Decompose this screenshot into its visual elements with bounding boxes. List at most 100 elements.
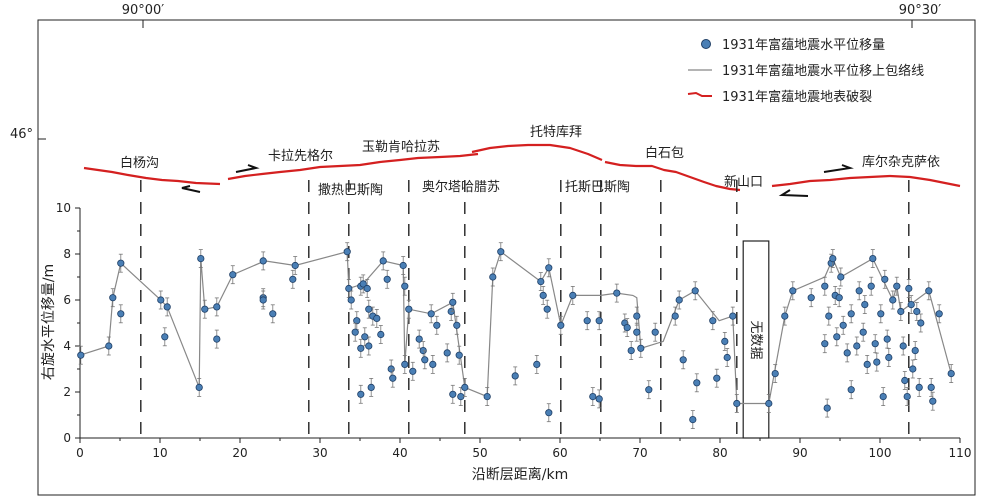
data-point: [927, 383, 935, 391]
data-point: [627, 346, 635, 355]
data-point: [689, 415, 697, 424]
data-point: [269, 310, 277, 318]
segment-label-yule: 玉勒肯哈拉苏: [362, 139, 440, 155]
segment-label-kuer: 库尔杂克萨依: [862, 154, 940, 170]
legend-rupture-label: 1931年富蕴地震地表破裂: [722, 89, 872, 105]
data-point: [901, 376, 909, 385]
no-data-zone: 无数据: [742, 240, 770, 439]
data-point: [721, 337, 729, 345]
data-point: [897, 307, 905, 316]
data-point: [161, 333, 169, 341]
x-tick-label: 90: [792, 446, 807, 460]
segment-label-aoer: 奥尔塔哈腊苏: [422, 179, 500, 195]
data-point: [367, 383, 375, 391]
y-tick-label: 0: [63, 431, 71, 445]
segment-label-tuosi: 托斯巴斯陶: [565, 179, 630, 195]
data-point: [877, 310, 885, 318]
data-point: [863, 360, 871, 368]
data-point: [357, 390, 365, 398]
data-point: [651, 328, 659, 336]
data-point: [679, 356, 687, 364]
data-point: [359, 280, 367, 288]
data-point: [259, 257, 267, 265]
data-point: [691, 287, 699, 295]
legend: 1931年富蕴地震水平位移量 1931年富蕴地震水平位移上包络线 1931年富蕴…: [687, 37, 924, 105]
data-point: [821, 340, 829, 348]
x-tick-label: 50: [472, 446, 487, 460]
data-point: [289, 275, 297, 283]
data-point: [443, 349, 451, 357]
data-point: [633, 328, 641, 336]
data-point: [911, 346, 919, 355]
data-point: [545, 264, 553, 272]
data-point: [157, 296, 165, 304]
data-point: [925, 287, 933, 295]
data-point: [781, 312, 789, 320]
data-point: [883, 335, 891, 343]
data-point: [405, 305, 413, 313]
y-tick-label: 8: [63, 247, 71, 261]
data-point: [259, 296, 267, 304]
axes: 0 10 20 30 40 50 60 70 80 90 100 110 0 2 4 6 8 10: [56, 201, 972, 460]
data-point: [789, 287, 797, 295]
slip-arrow-3: [823, 164, 854, 173]
data-point: [873, 358, 881, 366]
data-point: [545, 409, 553, 417]
data-point: [351, 328, 359, 336]
rupture-traces: [83, 143, 961, 192]
data-point: [583, 317, 591, 325]
data-point: [345, 284, 353, 293]
data-point: [893, 282, 901, 290]
data-point: [929, 397, 937, 405]
data-point: [401, 360, 409, 368]
data-point: [947, 369, 955, 378]
data-point: [373, 314, 381, 322]
y-tick-label: 10: [56, 201, 71, 215]
data-point: [415, 335, 423, 343]
data-point: [429, 360, 437, 368]
top-tick-label-1: 90°00′: [122, 3, 165, 18]
legend-points-label: 1931年富蕴地震水平位移量: [722, 37, 885, 53]
data-point: [497, 248, 505, 256]
data-point: [389, 374, 397, 382]
data-point: [201, 305, 209, 313]
data-point: [379, 257, 387, 265]
figure-frame: [37, 19, 976, 496]
data-point: [365, 305, 373, 313]
no-data-label: 无数据: [748, 320, 763, 359]
x-tick-label: 60: [552, 446, 567, 460]
data-point: [213, 335, 221, 343]
data-point: [889, 296, 897, 304]
data-point: [613, 289, 621, 297]
data-point: [105, 342, 113, 350]
data-point: [693, 379, 701, 387]
data-point: [903, 392, 911, 401]
data-point: [843, 349, 851, 357]
rupture-trace-kuer: [771, 174, 961, 188]
data-point: [867, 282, 875, 290]
data-point: [421, 356, 429, 364]
data-point: [633, 312, 641, 320]
x-tick-label: 110: [949, 446, 972, 460]
data-point: [909, 365, 917, 373]
data-point: [543, 305, 551, 313]
data-point: [461, 383, 469, 391]
data-point: [881, 275, 889, 283]
x-tick-label: 20: [232, 446, 247, 460]
y-axis-label: 右旋水平位移量/m: [41, 264, 57, 380]
data-point: [197, 255, 205, 263]
data-point: [163, 303, 171, 311]
data-point: [869, 255, 877, 263]
data-point: [915, 383, 923, 391]
data-point: [363, 284, 371, 293]
data-point: [399, 261, 407, 270]
data-point: [539, 291, 547, 299]
data-point: [859, 328, 867, 336]
data-point: [455, 351, 463, 359]
data-point: [533, 360, 541, 368]
data-point: [433, 321, 441, 329]
data-point: [637, 344, 645, 352]
data-point: [623, 323, 631, 332]
data-point: [365, 342, 373, 350]
